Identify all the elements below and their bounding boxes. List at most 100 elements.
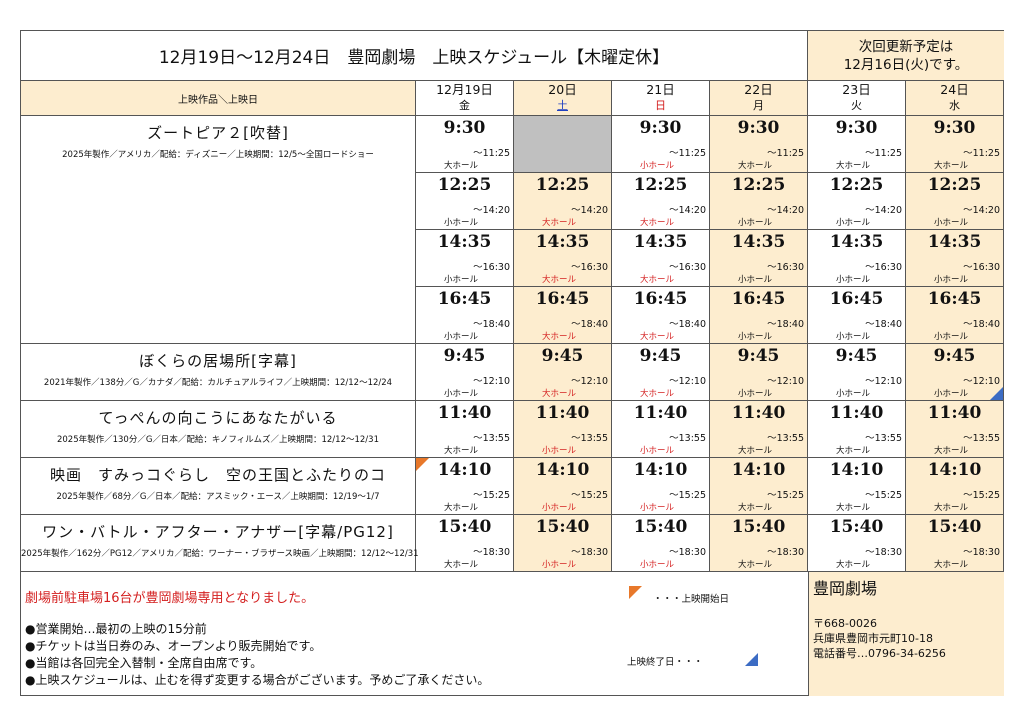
end-time: ～16:30: [669, 262, 706, 273]
hall-name: 小ホール: [934, 332, 969, 342]
start-time: 11:40: [437, 403, 492, 423]
start-time: 12:25: [633, 175, 688, 195]
showtime-cell: 14:10 ～15:25 大ホール: [906, 458, 1004, 515]
end-time: ～18:40: [963, 319, 1000, 330]
hall-name: 大ホール: [542, 218, 577, 228]
end-time: ～13:55: [963, 433, 1000, 444]
end-time: ～18:40: [767, 319, 804, 330]
end-time: ～18:40: [865, 319, 902, 330]
start-time: 14:35: [633, 232, 688, 252]
showtime-cell: 9:45 ～12:10 小ホール: [416, 344, 514, 401]
showtime-cell: 16:45 ～18:40 小ホール: [906, 287, 1004, 344]
end-time: ～13:55: [571, 433, 608, 444]
start-time: 14:35: [437, 232, 492, 252]
note: ●当館は各回完全入替制・全席自由席です。: [25, 656, 263, 670]
day-header: 23日火: [808, 81, 906, 116]
hall-name: 大ホール: [934, 503, 969, 513]
showtime-cell: 15:40 ～18:30 大ホール: [906, 515, 1004, 572]
hall-name: 小ホール: [542, 560, 577, 570]
showtime-cell: 15:40 ～18:30 大ホール: [416, 515, 514, 572]
showtime-cell: 14:10 ～15:25 大ホール: [416, 458, 514, 515]
note: ●上映スケジュールは、止むを得ず変更する場合がございます。予めご了承ください。: [25, 673, 490, 687]
theater-name: 豊岡劇場: [813, 579, 878, 598]
day-date: 12月19日: [436, 82, 493, 97]
day-header: 24日水: [906, 81, 1004, 116]
start-time: 14:10: [437, 460, 492, 480]
hall-name: 小ホール: [836, 389, 871, 399]
hall-name: 小ホール: [640, 446, 675, 456]
start-time: 16:45: [437, 289, 492, 309]
end-time: ～15:25: [473, 490, 510, 501]
start-time: 9:30: [835, 118, 878, 138]
notes-list: ●営業開始…最初の上映の15分前 ●チケットは当日券のみ、オープンより販売開始で…: [25, 621, 489, 689]
day-header: 20日土: [514, 81, 612, 116]
end-time: ～14:20: [865, 205, 902, 216]
end-time: ～12:10: [767, 376, 804, 387]
showtime-cell: 15:40 ～18:30 大ホール: [710, 515, 808, 572]
start-time: 15:40: [829, 517, 884, 537]
hall-name: 大ホール: [444, 503, 479, 513]
start-time: 9:45: [835, 346, 878, 366]
start-time: 9:30: [639, 118, 682, 138]
showtime-cell: 12:25 ～14:20 小ホール: [710, 173, 808, 230]
showtime-cell: 14:10 ～15:25 小ホール: [612, 458, 710, 515]
hall-name: 小ホール: [542, 446, 577, 456]
end-time: ～16:30: [767, 262, 804, 273]
start-time: 15:40: [633, 517, 688, 537]
movie-3: てっぺんの向こうにあなたがいる 2025年製作／130分／G／日本／配給：キノフィ…: [21, 401, 416, 458]
end-time: ～12:10: [571, 376, 608, 387]
day-weekday: 火: [851, 99, 862, 112]
start-time: 12:25: [535, 175, 590, 195]
hall-name: 小ホール: [640, 503, 675, 513]
start-time: 16:45: [633, 289, 688, 309]
hall-name: 大ホール: [934, 161, 969, 171]
showtime-cell: [514, 116, 612, 173]
hall-name: 大ホール: [640, 275, 675, 285]
movie-info: 2021年製作／138分／G／カナダ／配給：カルチュアルライフ／上映期間：12/…: [43, 378, 393, 388]
next-update-note: 次回更新予定は 12月16日(火)です。: [808, 31, 1004, 81]
hall-name: 大ホール: [444, 560, 479, 570]
showtime-cell: 15:40 ～18:30 大ホール: [808, 515, 906, 572]
end-time: ～18:40: [571, 319, 608, 330]
start-time: 12:25: [829, 175, 884, 195]
hall-name: 小ホール: [934, 389, 969, 399]
update-line-1: 次回更新予定は: [858, 38, 954, 55]
day-weekday: 金: [459, 99, 470, 112]
day-date: 20日: [548, 82, 577, 97]
start-time: 14:10: [829, 460, 884, 480]
end-day-marker-icon: [745, 653, 758, 666]
showtime-cell: 16:45 ～18:40 小ホール: [808, 287, 906, 344]
end-time: ～13:55: [669, 433, 706, 444]
note: ●営業開始…最初の上映の15分前: [25, 622, 207, 636]
hall-name: 小ホール: [738, 389, 773, 399]
showtime-cell: 11:40 ～13:55 大ホール: [710, 401, 808, 458]
hall-name: 小ホール: [738, 275, 773, 285]
end-time: ～18:40: [473, 319, 510, 330]
start-time: 16:45: [731, 289, 786, 309]
showtime-cell: 9:45 ～12:10 大ホール: [514, 344, 612, 401]
movie-title: ズートピア２[吹替]: [147, 124, 289, 142]
hall-name: 大ホール: [836, 503, 871, 513]
end-time: ～12:10: [865, 376, 902, 387]
end-time: ～15:25: [669, 490, 706, 501]
hall-name: 大ホール: [640, 218, 675, 228]
showtime-cell: 9:45 ～12:10 大ホール: [612, 344, 710, 401]
start-time: 15:40: [437, 517, 492, 537]
showtime-cell: 9:30 ～11:25 大ホール: [710, 116, 808, 173]
movie-info: 2025年製作／アメリカ／配給：ディズニー／上映期間：12/5～全国ロードショー: [62, 150, 374, 160]
start-time: 14:10: [731, 460, 786, 480]
day-header: 21日日: [612, 81, 710, 116]
movie-title: 映画 すみっコぐらし 空の王国とふたりのコ: [49, 466, 386, 484]
showtime-cell: 12:25 ～14:20 大ホール: [514, 173, 612, 230]
hall-name: 大ホール: [444, 446, 479, 456]
showtime-cell: 9:30 ～11:25 大ホール: [906, 116, 1004, 173]
day-weekday: 水: [949, 99, 960, 112]
showtime-cell: 9:45 ～12:10 小ホール: [808, 344, 906, 401]
showtime-cell: 14:10 ～15:25 小ホール: [514, 458, 612, 515]
showtime-cell: 9:30 ～11:25 大ホール: [416, 116, 514, 173]
end-time: ～14:20: [767, 205, 804, 216]
day-date: 22日: [744, 82, 773, 97]
end-time: ～11:25: [865, 148, 902, 159]
hall-name: 大ホール: [640, 389, 675, 399]
movie-title: ぼくらの居場所[字幕]: [139, 352, 297, 370]
